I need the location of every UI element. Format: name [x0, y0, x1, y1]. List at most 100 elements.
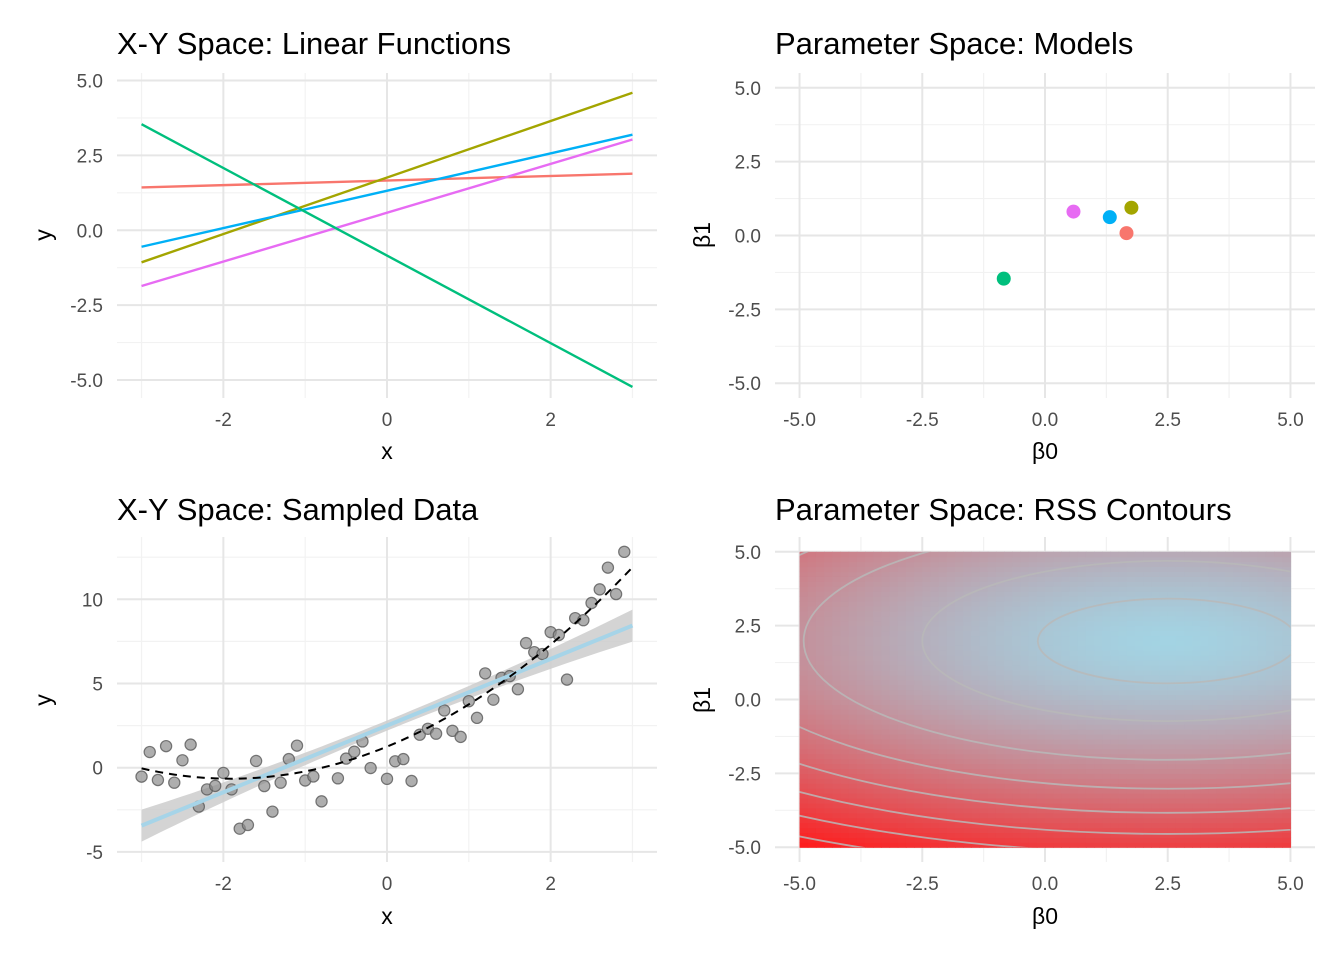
plot-area [135, 545, 634, 842]
heatmap-cell [1233, 610, 1242, 617]
heatmap-cell [1216, 601, 1226, 607]
heatmap-cell [1102, 807, 1112, 814]
heatmap-cell [1004, 709, 1013, 715]
heatmap-cell [1208, 704, 1218, 710]
heatmap-cell [1257, 650, 1267, 656]
heatmap-cell [1036, 748, 1046, 755]
heatmap-cell [824, 581, 833, 587]
heatmap-cell [930, 694, 940, 701]
heatmap-cell [1233, 768, 1242, 774]
heatmap-cell [1069, 665, 1079, 671]
heatmap-cell [897, 684, 907, 691]
heatmap-cell [848, 645, 858, 651]
heatmap-cell [815, 601, 825, 607]
heatmap-cell [1257, 738, 1267, 745]
heatmap-cell [963, 596, 972, 602]
heatmap-cell [1208, 724, 1218, 730]
data-point [609, 587, 623, 601]
heatmap-cell [922, 778, 932, 784]
heatmap-cell [1094, 822, 1103, 829]
heatmap-cell [1233, 758, 1242, 765]
heatmap-cell [873, 748, 882, 755]
heatmap-cell [979, 812, 989, 819]
heatmap-cell [1020, 610, 1030, 617]
heatmap-cell [1274, 630, 1283, 637]
heatmap-cell [1094, 650, 1103, 656]
heatmap-cell [1045, 719, 1054, 725]
heatmap-cell [1151, 797, 1161, 804]
heatmap-cell [995, 802, 1005, 809]
heatmap-cell [1045, 635, 1054, 641]
heatmap-cell [1282, 689, 1292, 696]
heatmap-cell [914, 655, 923, 661]
heatmap-cell [807, 669, 817, 676]
heatmap-cell [865, 571, 874, 577]
heatmap-cell [1249, 596, 1259, 602]
heatmap-cell [824, 561, 833, 568]
x-tick-label: 0.0 [1032, 410, 1058, 431]
heatmap-cell [1053, 817, 1062, 824]
heatmap-cell [1094, 630, 1103, 637]
heatmap-cell [1094, 665, 1103, 671]
heatmap-cell [799, 842, 809, 848]
heatmap-cell [1085, 650, 1095, 656]
heatmap-cell [1192, 802, 1202, 809]
heatmap-cell [881, 655, 891, 661]
heatmap-cell [1200, 625, 1210, 632]
heatmap-cell [1184, 650, 1193, 656]
heatmap-cell [840, 758, 850, 765]
y-tick-label: 2.5 [735, 617, 761, 638]
heatmap-cell [1110, 699, 1120, 706]
heatmap-cell [1192, 640, 1202, 646]
heatmap-cell [987, 724, 997, 730]
heatmap-cell [905, 807, 915, 814]
heatmap-cell [1077, 679, 1087, 686]
heatmap-cell [1249, 748, 1259, 755]
heatmap-cell [1175, 591, 1185, 597]
heatmap-cell [979, 615, 989, 622]
heatmap-cell [1192, 660, 1202, 666]
heatmap-cell [1208, 837, 1218, 843]
heatmap-cell [979, 689, 989, 696]
heatmap-cell [1192, 571, 1202, 577]
heatmap-cell [1061, 719, 1071, 725]
heatmap-cell [889, 832, 899, 838]
heatmap-cell [1028, 615, 1038, 622]
heatmap-cell [922, 610, 932, 617]
heatmap-cell [1053, 601, 1062, 607]
heatmap-cell [807, 561, 817, 568]
heatmap-cell [1094, 743, 1103, 750]
heatmap-cell [889, 773, 899, 779]
heatmap-cell [955, 773, 964, 779]
tick-labels: -5.0 -2.5 0.0 2.5 5.0-5.0-2.50.02.55.0 [728, 79, 1303, 431]
heatmap-cell [897, 665, 907, 671]
heatmap-cell [987, 743, 997, 750]
heatmap-cell [873, 625, 882, 632]
heatmap-cell [1225, 645, 1234, 651]
heatmap-cell [1020, 669, 1030, 676]
heatmap-cell [1053, 551, 1062, 558]
heatmap-cell [1094, 596, 1103, 602]
heatmap-cell [807, 763, 817, 770]
heatmap-cell [1118, 812, 1128, 819]
heatmap-cell [881, 827, 891, 834]
heatmap-cell [1208, 758, 1218, 765]
heatmap-cell [848, 704, 858, 710]
heatmap-cell [799, 797, 809, 804]
heatmap-cell [1085, 748, 1095, 755]
heatmap-cell [1053, 743, 1062, 750]
heatmap-cell [1061, 837, 1071, 843]
heatmap-cell [930, 714, 940, 720]
heatmap-cell [971, 566, 981, 573]
heatmap-cell [1143, 576, 1152, 582]
heatmap-cell [1020, 837, 1030, 843]
heatmap-cell [1028, 783, 1038, 789]
heatmap-cell [1012, 679, 1022, 686]
heatmap-cell [1077, 743, 1087, 750]
data-point [438, 704, 451, 717]
heatmap-cell [1135, 566, 1144, 573]
heatmap-cell [1085, 605, 1095, 612]
heatmap-cell [1274, 635, 1283, 641]
heatmap-cell [1257, 812, 1267, 819]
heatmap-cell [1208, 669, 1218, 676]
